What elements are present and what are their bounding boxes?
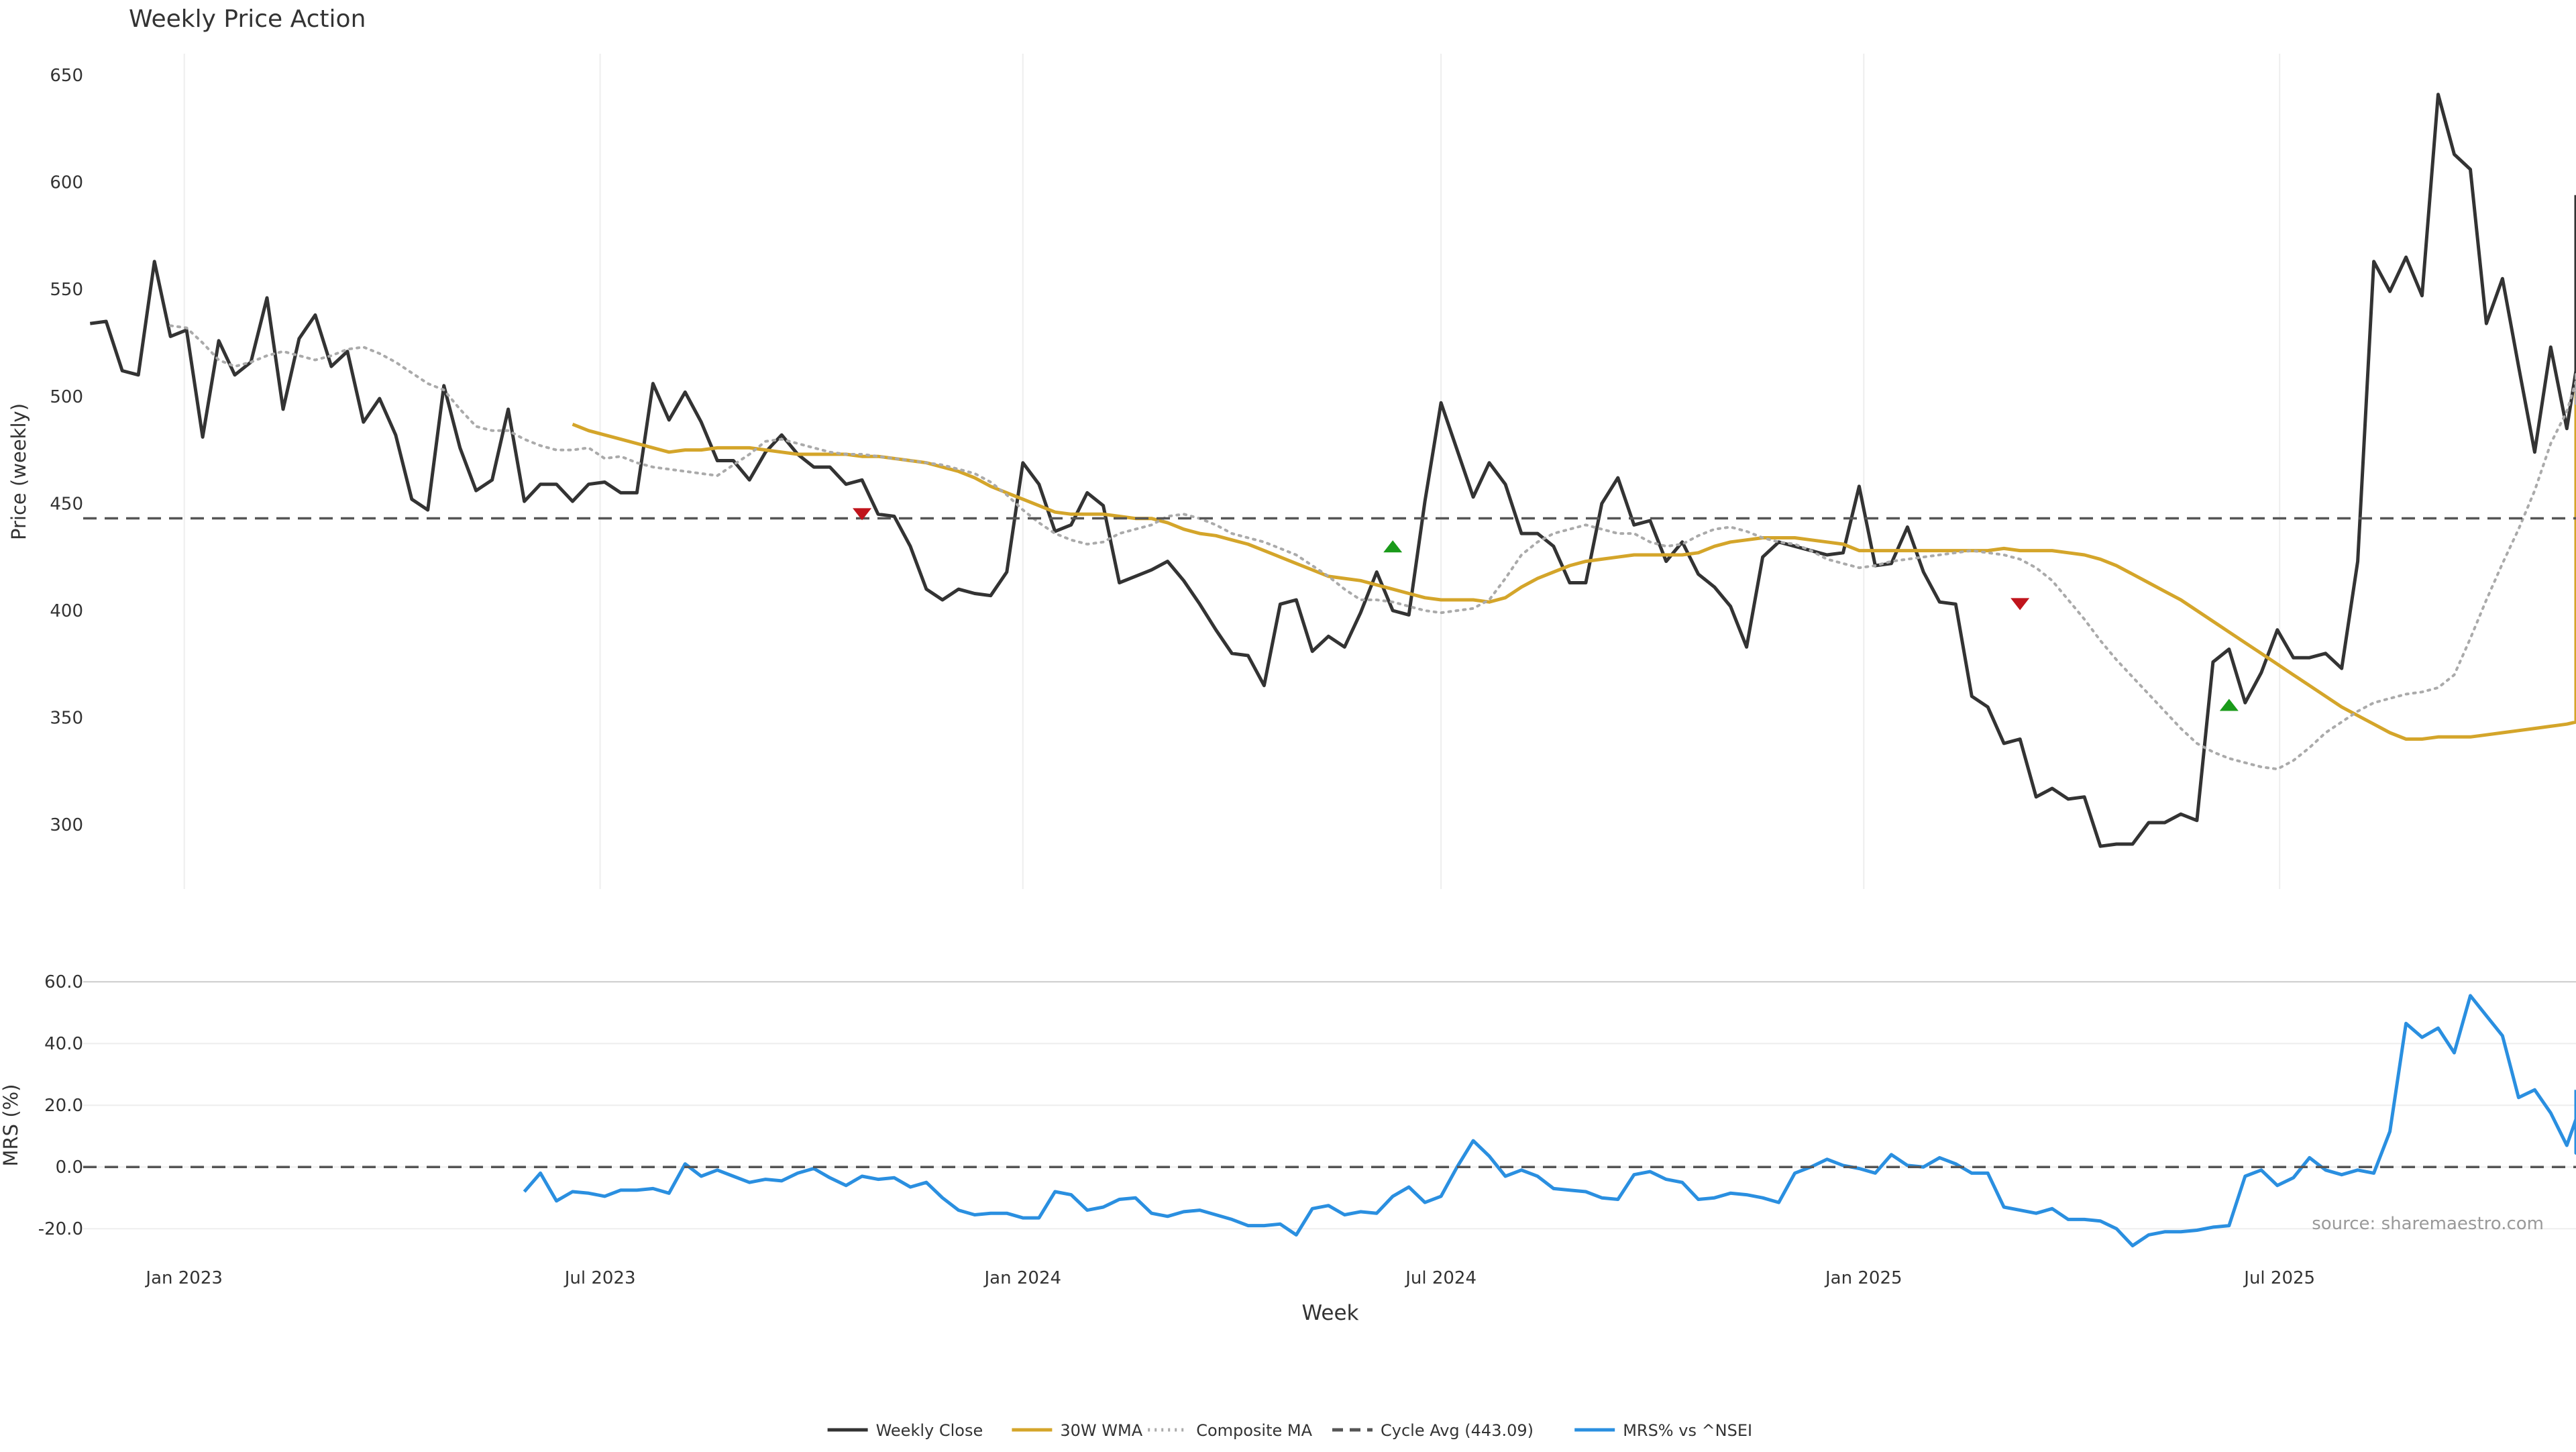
sell-signal-marker-2: [2010, 598, 2029, 610]
price-composite-ma-line: [170, 325, 2576, 769]
x-tick-label-4: Jan 2025: [1824, 1268, 1902, 1288]
mrs-mrs-vs-nsei-line: [525, 996, 2576, 1246]
x-axis-label: Week: [1302, 1301, 1359, 1325]
price-vertical-grid: [184, 54, 2279, 889]
x-tick-label-5: Jul 2025: [2243, 1268, 2315, 1288]
price-y-axis-label: Price (weekly): [7, 403, 30, 540]
legend-label-mrs-vs-nsei: MRS% vs ^NSEI: [1623, 1421, 1752, 1440]
buy-signal-marker-1: [1383, 540, 1402, 552]
price-y-tick-7: 650: [50, 66, 83, 86]
legend-label-weekly-close: Weekly Close: [876, 1421, 983, 1440]
x-tick-label-3: Jul 2024: [1404, 1268, 1477, 1288]
mrs-horizontal-grid: [83, 982, 2576, 1229]
legend-label-cycle-avg-443-09: Cycle Avg (443.09): [1381, 1421, 1534, 1440]
x-tick-label-1: Jul 2023: [564, 1268, 636, 1288]
x-tick-labels: Jan 2023 Jul 2023 Jan 2024 Jul 2024 Jan 2025…: [144, 1268, 2315, 1288]
price-y-tick-0: 300: [50, 815, 83, 835]
legend-label-30w-wma: 30W WMA: [1060, 1421, 1142, 1440]
price-y-tick-2: 400: [50, 601, 83, 621]
mrs-y-axis-label: MRS (%): [0, 1084, 22, 1167]
price-30w-wma-line: [573, 392, 2576, 739]
price-weekly-close-line: [90, 95, 2576, 847]
chart-title: Weekly Price Action: [129, 5, 366, 33]
mrs-y-tick-labels: -20.0 0.0 20.0 40.0 60.0: [38, 972, 83, 1239]
mrs-y-tick-3: 40.0: [44, 1034, 83, 1054]
x-tick-label-2: Jan 2024: [983, 1268, 1062, 1288]
price-y-tick-4: 500: [50, 387, 83, 407]
buy-signal-marker-3: [2220, 698, 2239, 711]
mrs-y-tick-1: 0.0: [56, 1157, 83, 1178]
mrs-y-tick-2: 20.0: [44, 1096, 83, 1116]
legend-label-composite-ma: Composite MA: [1196, 1421, 1312, 1440]
mrs-y-tick-4: 60.0: [44, 972, 83, 992]
x-tick-label-0: Jan 2023: [144, 1268, 223, 1288]
mrs-series-layer: [83, 996, 2576, 1246]
price-y-tick-6: 600: [50, 173, 83, 193]
price-series-layer: [83, 95, 2576, 847]
mrs-y-tick-0: -20.0: [38, 1219, 83, 1239]
price-y-tick-1: 350: [50, 709, 83, 729]
price-y-tick-3: 450: [50, 494, 83, 514]
price-y-tick-labels: 300 350 400 450 500 550 600 650: [50, 66, 83, 835]
source-label: source: sharemaestro.com: [2312, 1214, 2544, 1234]
legend: Weekly Close 30W WMA Composite MA Cycle Avg…: [828, 1421, 1753, 1440]
price-y-tick-5: 550: [50, 280, 83, 300]
